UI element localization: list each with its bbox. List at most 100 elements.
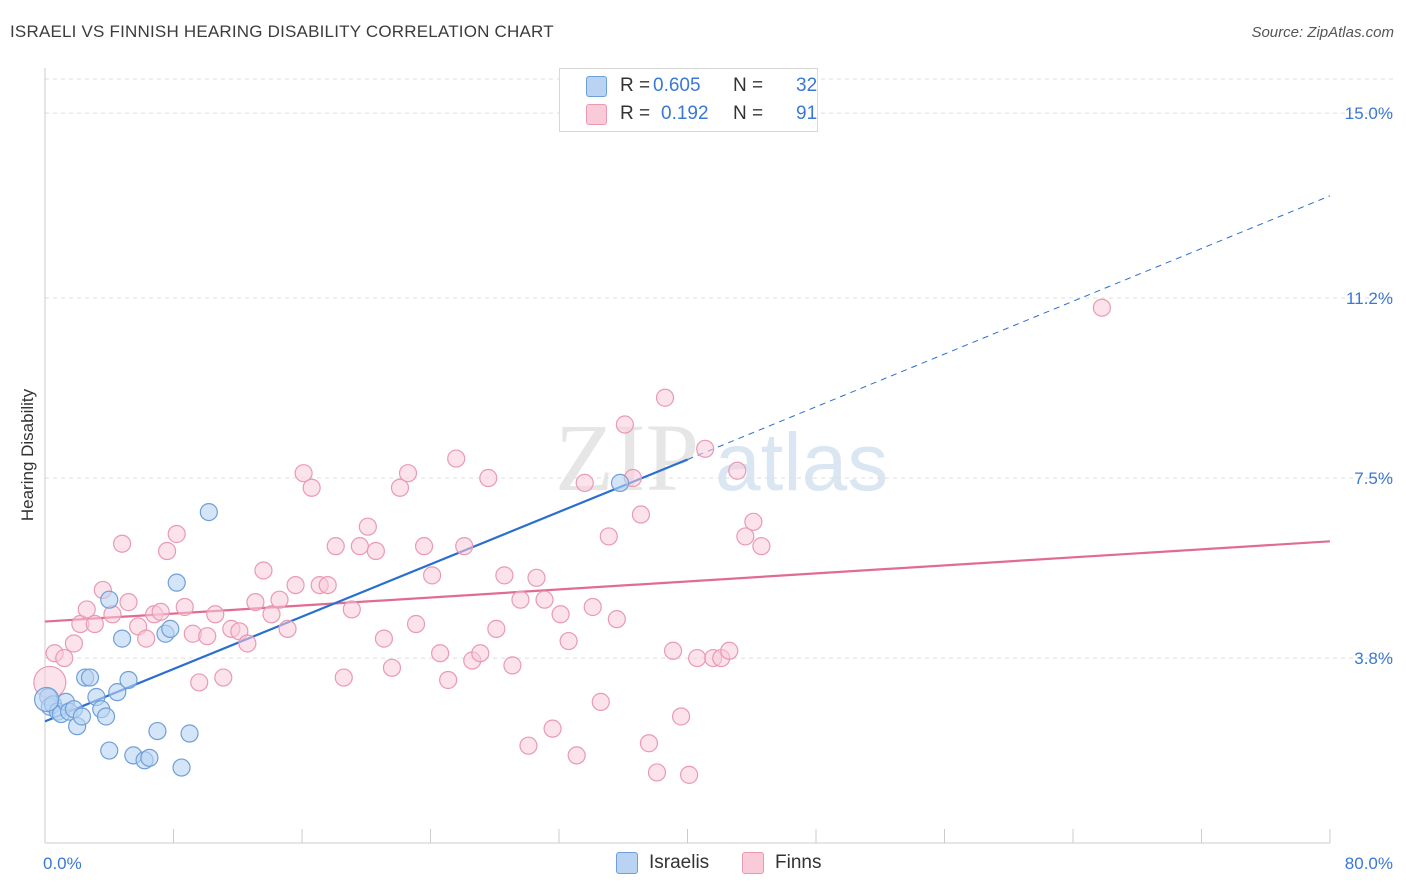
trendline-finns xyxy=(44,540,1331,623)
point-finns xyxy=(752,537,771,556)
point-israelis xyxy=(34,686,60,713)
legend-n-value-israelis: 32 xyxy=(796,75,818,96)
point-finns xyxy=(137,629,156,648)
trendline-israelis-extension xyxy=(687,195,1331,461)
point-finns xyxy=(214,668,233,687)
legend-r-label: R = xyxy=(620,75,651,96)
point-finns xyxy=(414,537,434,556)
point-israelis xyxy=(180,724,199,743)
point-israelis xyxy=(610,473,630,492)
point-finns xyxy=(254,561,273,580)
point-finns xyxy=(198,627,217,646)
bottom-legend-finns: Finns xyxy=(742,850,821,876)
trendline-israelis xyxy=(44,458,688,723)
point-finns xyxy=(302,478,321,497)
legend-swatch-israelis xyxy=(586,75,607,97)
point-finns xyxy=(655,388,675,407)
y-tick-label: 15.0% xyxy=(1345,104,1393,123)
point-finns xyxy=(535,590,554,609)
legend-r-value-finns: 0.192 xyxy=(661,103,709,124)
point-finns xyxy=(374,629,394,648)
point-finns xyxy=(358,517,377,536)
bottom-legend-swatch-finns xyxy=(742,852,764,874)
point-finns xyxy=(366,541,385,561)
point-finns xyxy=(559,631,578,651)
point-finns xyxy=(431,644,450,663)
point-israelis xyxy=(119,670,138,690)
point-finns xyxy=(112,534,132,553)
point-finns xyxy=(262,605,281,624)
point-finns xyxy=(607,610,626,629)
point-finns xyxy=(398,464,418,483)
point-finns xyxy=(167,524,186,544)
point-finns xyxy=(85,614,104,634)
bottom-legend-label-israelis: Israelis xyxy=(649,852,710,873)
chart-source: Source: ZipAtlas.com xyxy=(1251,24,1394,41)
point-finns xyxy=(439,670,458,690)
point-finns xyxy=(406,614,426,634)
point-israelis xyxy=(108,683,127,702)
point-finns xyxy=(326,537,345,556)
point-finns xyxy=(591,692,610,711)
point-finns xyxy=(551,605,570,624)
data-points xyxy=(33,298,1112,784)
point-finns xyxy=(663,641,683,660)
point-finns xyxy=(527,568,546,587)
point-finns xyxy=(639,734,659,753)
bottom-legend-israelis: Israelis xyxy=(616,850,709,876)
point-israelis xyxy=(172,758,191,777)
point-finns xyxy=(744,512,763,531)
point-finns xyxy=(175,597,194,617)
bottom-legend-swatch-israelis xyxy=(616,852,638,874)
point-finns xyxy=(286,575,305,595)
point-finns xyxy=(583,597,602,617)
correlation-legend: R = 0.605 N = 32 R = 0.192 N = 91 xyxy=(559,68,818,132)
point-finns xyxy=(736,527,755,546)
point-finns xyxy=(342,600,361,619)
point-finns xyxy=(294,464,313,483)
point-finns xyxy=(680,765,699,784)
legend-n-value-finns: 91 xyxy=(796,103,818,124)
grid-lines xyxy=(45,78,1395,659)
point-finns xyxy=(599,527,618,546)
point-israelis xyxy=(96,707,116,726)
legend-swatch-finns xyxy=(586,103,607,125)
chart-title: ISRAELI VS FINNISH HEARING DISABILITY CO… xyxy=(10,22,554,41)
point-finns xyxy=(696,439,715,458)
point-finns xyxy=(77,600,96,619)
point-finns xyxy=(647,763,667,782)
point-finns xyxy=(190,673,209,692)
point-finns xyxy=(543,719,562,738)
point-finns xyxy=(487,619,506,638)
point-finns xyxy=(334,668,353,687)
point-israelis xyxy=(112,629,132,648)
point-finns xyxy=(511,590,530,609)
watermark: ZIP atlas xyxy=(555,404,888,511)
point-finns xyxy=(246,593,265,612)
point-finns xyxy=(238,634,257,653)
x-tick-label-max: 80.0% xyxy=(1345,854,1393,873)
point-israelis xyxy=(100,590,119,609)
y-tick-label: 11.2% xyxy=(1346,289,1393,308)
point-finns xyxy=(382,658,402,677)
point-finns xyxy=(479,468,498,488)
point-finns xyxy=(318,575,337,595)
y-tick-label: 7.5% xyxy=(1354,469,1393,488)
point-finns xyxy=(151,602,170,621)
point-finns xyxy=(423,566,442,585)
point-finns xyxy=(1092,298,1112,317)
point-finns xyxy=(615,415,634,434)
point-finns xyxy=(728,461,747,480)
point-israelis xyxy=(148,721,167,741)
point-finns xyxy=(631,505,651,524)
bottom-legend-label-finns: Finns xyxy=(775,852,822,873)
point-israelis xyxy=(80,668,100,687)
point-finns xyxy=(495,566,514,585)
y-tick-label: 3.8% xyxy=(1354,649,1393,668)
point-israelis xyxy=(100,741,119,760)
legend-r-label: R = xyxy=(620,103,651,124)
point-finns xyxy=(503,656,522,675)
point-finns xyxy=(119,593,138,612)
point-finns xyxy=(55,648,74,668)
